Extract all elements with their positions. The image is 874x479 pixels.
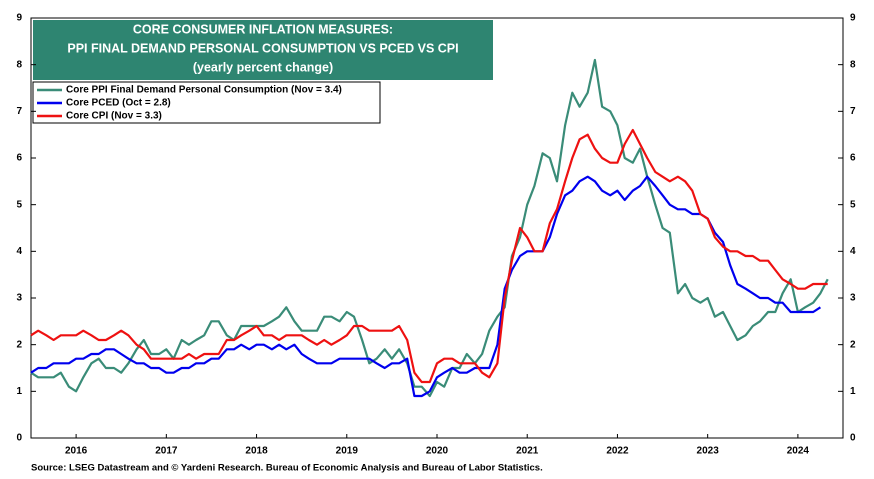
y-tick-label: 2 bbox=[16, 339, 22, 350]
x-tick-label: 2021 bbox=[516, 446, 539, 457]
series-line bbox=[30, 128, 828, 384]
y-tick-label: 7 bbox=[16, 106, 22, 117]
x-tick-label: 2022 bbox=[606, 446, 629, 457]
y2-tick-label: 1 bbox=[850, 386, 856, 397]
x-tick-label: 2023 bbox=[697, 446, 720, 457]
x-tick-label: 2018 bbox=[245, 446, 268, 457]
y-tick-label: 5 bbox=[16, 199, 22, 210]
x-tick-label: 2019 bbox=[336, 446, 359, 457]
chart-subtitle: (yearly percent change) bbox=[193, 60, 333, 74]
y2-tick-label: 8 bbox=[850, 59, 856, 70]
y2-tick-label: 0 bbox=[850, 433, 856, 444]
y-tick-label: 4 bbox=[16, 246, 22, 257]
legend-label: Core PCED (Oct = 2.8) bbox=[66, 98, 171, 109]
x-tick-label: 2016 bbox=[65, 446, 88, 457]
legend-box bbox=[32, 81, 381, 124]
x-tick-label: 2020 bbox=[426, 446, 449, 457]
source-note: Source: LSEG Datastream and © Yardeni Re… bbox=[31, 463, 543, 474]
y2-tick-label: 7 bbox=[850, 106, 856, 117]
x-tick-label: 2017 bbox=[155, 446, 178, 457]
y2-tick-label: 2 bbox=[850, 339, 856, 350]
y2-tick-label: 9 bbox=[850, 13, 856, 24]
y-tick-label: 6 bbox=[16, 153, 22, 164]
x-tick-label: 2024 bbox=[787, 446, 810, 457]
plot-frame bbox=[30, 17, 844, 439]
y2-tick-label: 4 bbox=[850, 246, 856, 257]
y-tick-label: 3 bbox=[16, 293, 22, 304]
y-tick-label: 0 bbox=[16, 433, 22, 444]
series-line bbox=[30, 175, 822, 398]
chart-subtitle: PPI FINAL DEMAND PERSONAL CONSUMPTION VS… bbox=[67, 41, 458, 55]
series-line bbox=[30, 58, 829, 398]
chart-title: CORE CONSUMER INFLATION MEASURES: bbox=[133, 22, 393, 36]
y2-tick-label: 6 bbox=[850, 153, 856, 164]
y2-tick-label: 3 bbox=[850, 293, 856, 304]
title-box bbox=[33, 20, 493, 80]
legend-label: Core PPI Final Demand Personal Consumpti… bbox=[66, 85, 342, 96]
legend-label: Core CPI (Nov = 3.3) bbox=[66, 111, 162, 122]
y-tick-label: 8 bbox=[16, 59, 22, 70]
y-tick-label: 9 bbox=[16, 13, 22, 24]
y2-tick-label: 5 bbox=[850, 199, 856, 210]
y-tick-label: 1 bbox=[16, 386, 22, 397]
